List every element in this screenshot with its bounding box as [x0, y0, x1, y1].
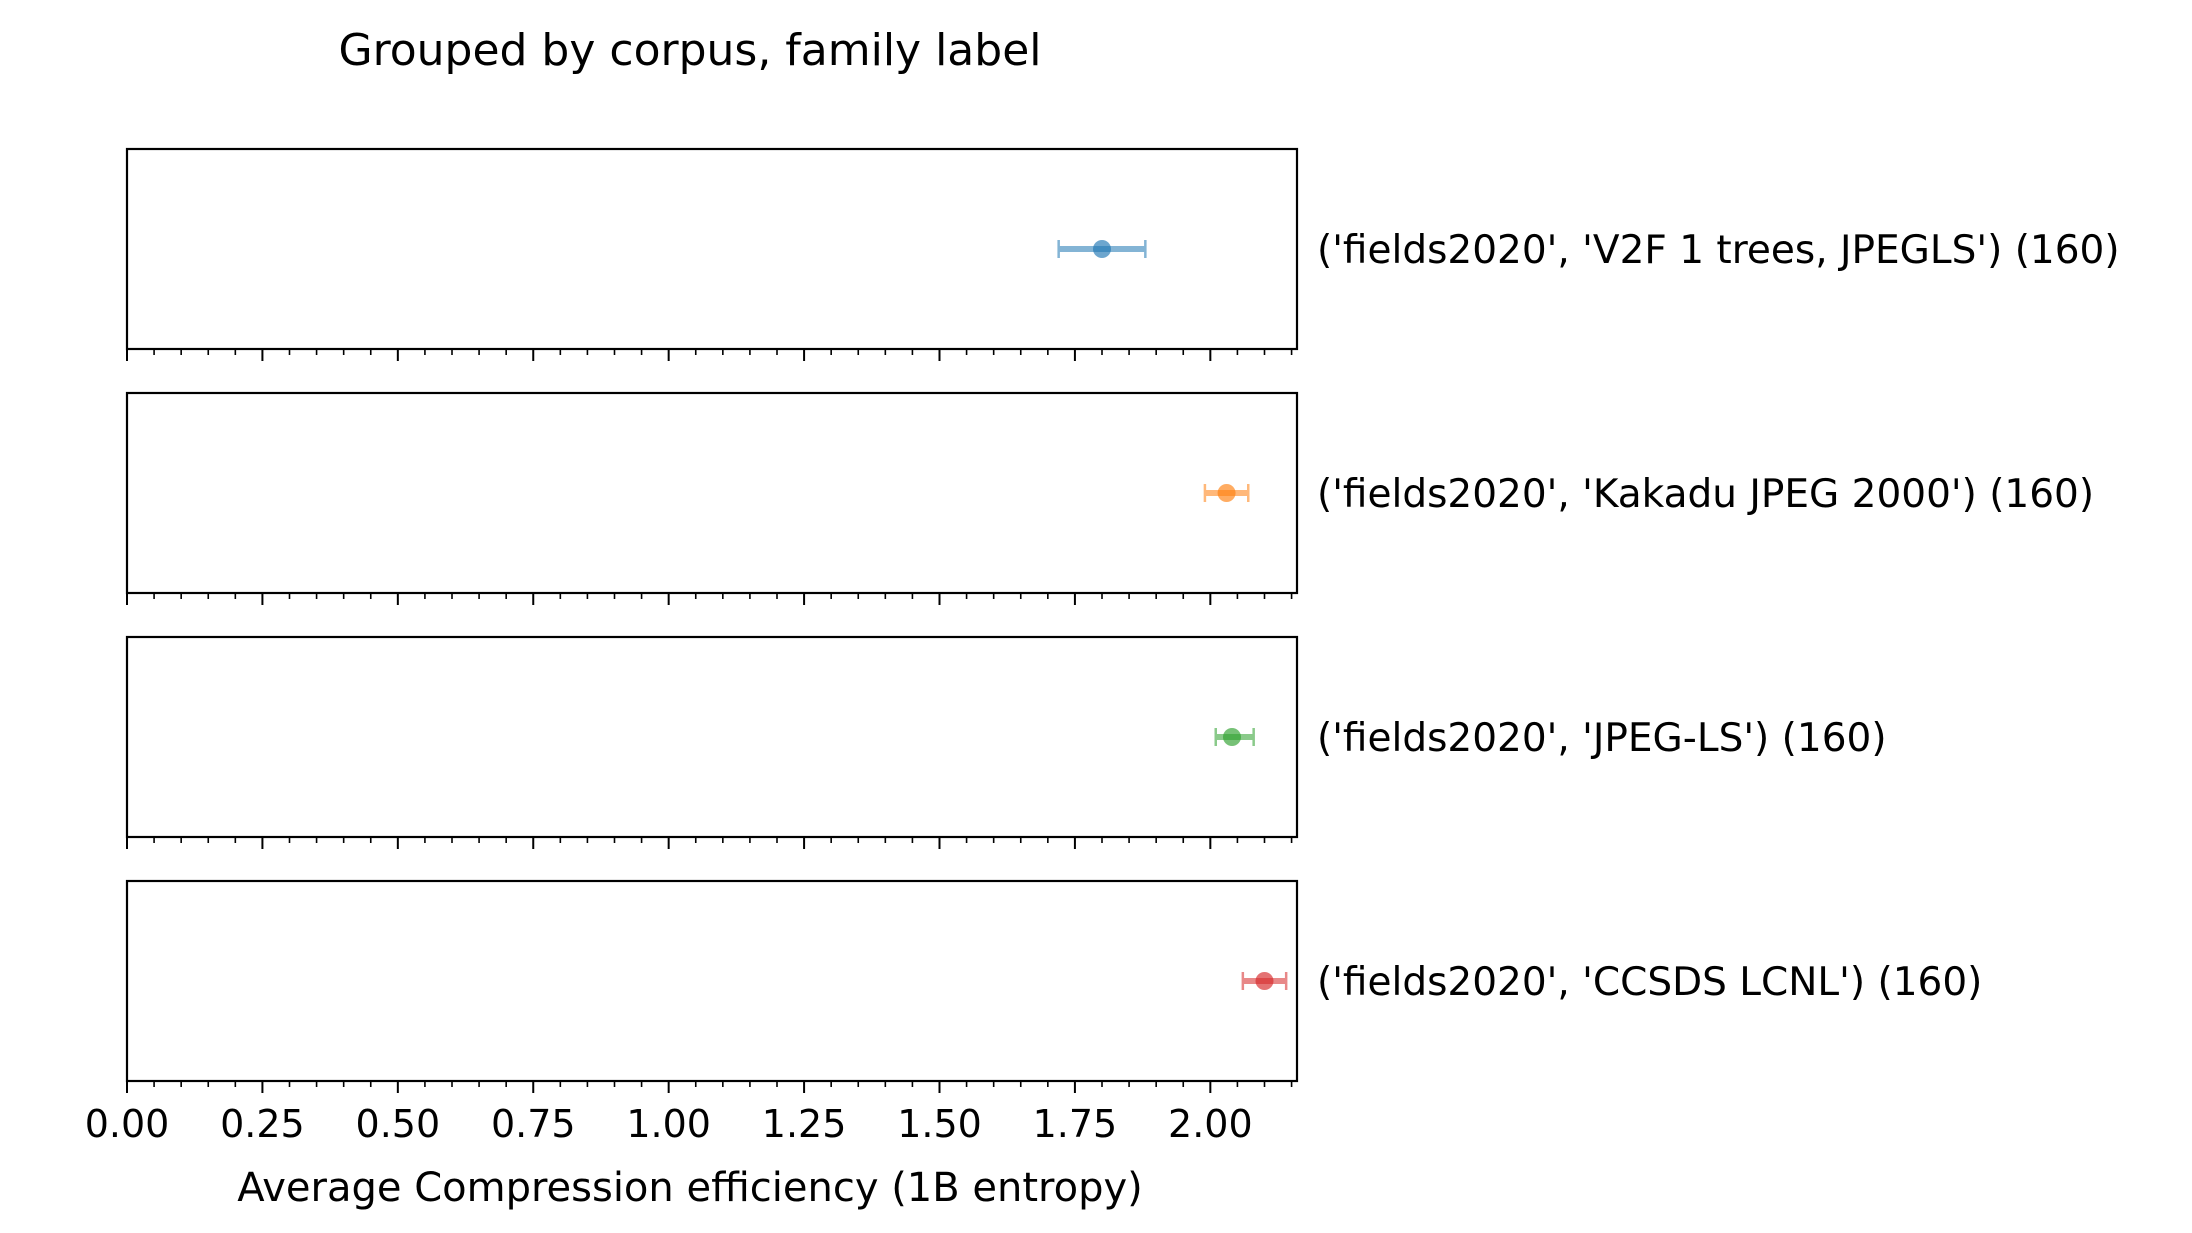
x-tick-label: 1.50	[897, 1102, 982, 1146]
data-point-4	[1255, 972, 1274, 990]
series-label-3: ('fields2020', 'JPEG-LS') (160)	[1317, 716, 1887, 761]
x-tick-label: 0.75	[491, 1102, 576, 1146]
chart-title: Grouped by corpus, family label	[338, 25, 1041, 76]
x-tick-label: 0.00	[85, 1102, 170, 1146]
series-label-1: ('fields2020', 'V2F 1 trees, JPEGLS') (1…	[1317, 228, 2120, 273]
series-label-4: ('fields2020', 'CCSDS LCNL') (160)	[1317, 960, 1982, 1005]
panel-3: ('fields2020', 'JPEG-LS') (160)	[125, 635, 1887, 849]
panel-1: ('fields2020', 'V2F 1 trees, JPEGLS') (1…	[125, 147, 2120, 361]
x-tick-label: 2.00	[1168, 1102, 1253, 1146]
x-tick-label: 1.00	[626, 1102, 711, 1146]
panel-2: ('fields2020', 'Kakadu JPEG 2000') (160)	[125, 391, 2094, 605]
panel-frame	[125, 147, 1299, 351]
x-tick-label: 0.25	[220, 1102, 305, 1146]
panels: ('fields2020', 'V2F 1 trees, JPEGLS') (1…	[125, 147, 2120, 1093]
series-label-2: ('fields2020', 'Kakadu JPEG 2000') (160)	[1317, 472, 2094, 517]
panel-4: ('fields2020', 'CCSDS LCNL') (160)	[125, 879, 1982, 1093]
data-point-1	[1093, 240, 1111, 258]
x-tick-label: 0.50	[356, 1102, 441, 1146]
x-tick-labels: 0.00 0.25 0.50 0.75 1.00 1.25 1.50 1.75 2.00	[85, 1102, 1253, 1146]
x-axis-label: Average Compression efficiency (1B entro…	[237, 1165, 1143, 1211]
data-point-3	[1223, 728, 1241, 746]
x-tick-label: 1.75	[1033, 1102, 1118, 1146]
panel-frame	[125, 635, 1299, 839]
x-tick-label: 1.25	[762, 1102, 847, 1146]
panel-frame	[125, 391, 1299, 595]
data-point-2	[1217, 484, 1236, 502]
panel-frame	[125, 879, 1299, 1083]
